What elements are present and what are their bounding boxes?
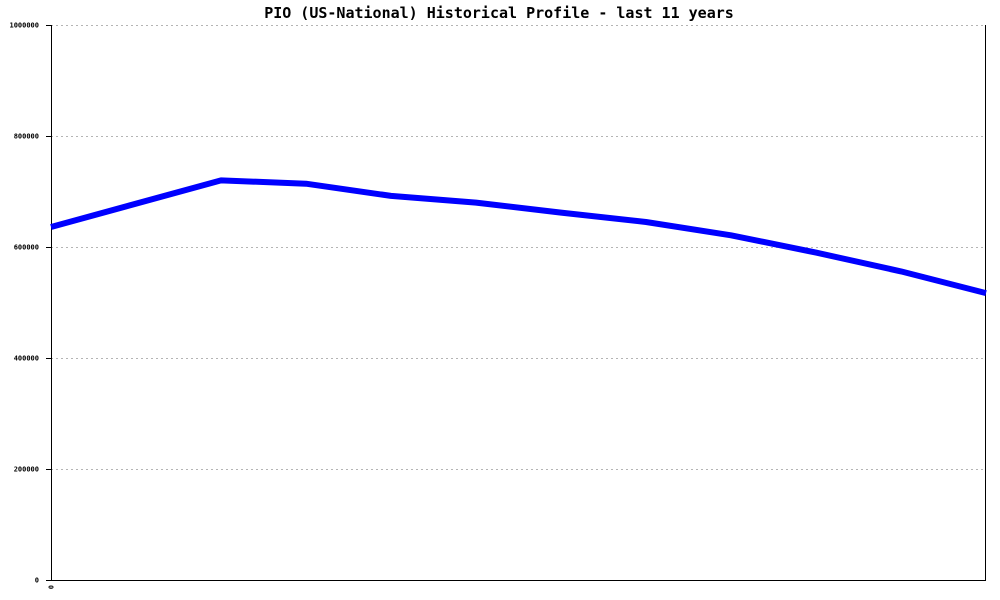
axes — [51, 25, 986, 581]
series-lines — [50, 177, 987, 297]
series-line — [50, 177, 987, 297]
chart-title: PIO (US-National) Historical Profile - l… — [264, 4, 734, 22]
y-tick-label: 0 — [35, 577, 39, 585]
grid-lines — [51, 25, 986, 470]
x-tick-label: 0 — [48, 585, 56, 589]
y-tick-label: 200000 — [14, 466, 39, 474]
y-tick-label: 800000 — [14, 133, 39, 141]
y-tick-label: 600000 — [14, 244, 39, 252]
y-tick-label: 400000 — [14, 355, 39, 363]
tick-labels: 0 200000 400000 600000 800000 1000000 0 — [9, 22, 55, 590]
y-tick-label: 1000000 — [9, 22, 39, 30]
